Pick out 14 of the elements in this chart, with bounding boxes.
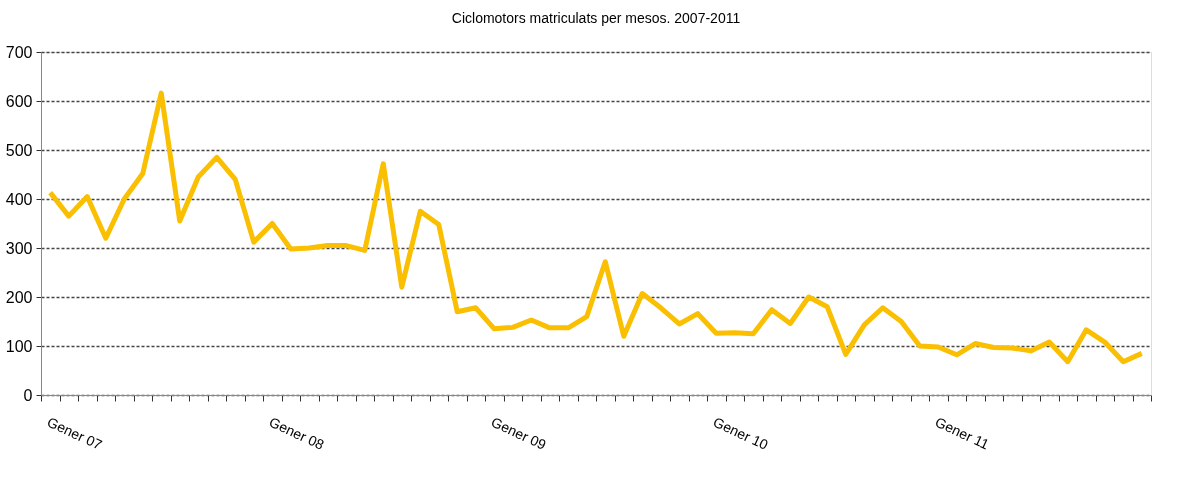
- x-tick-label: Gener 11: [932, 413, 992, 453]
- y-tick-label: 0: [23, 386, 33, 404]
- x-tick-label: Gener 09: [488, 413, 549, 453]
- x-tick-label: Gener 08: [266, 413, 327, 453]
- x-tick-label: Gener 10: [710, 413, 771, 453]
- y-tick-label: 500: [5, 141, 33, 159]
- y-tick-label: 300: [5, 239, 33, 257]
- y-tick-label: 600: [5, 92, 33, 110]
- y-tick-label: 400: [5, 190, 33, 208]
- x-tick-label: Gener 07: [44, 413, 105, 453]
- chart-title: Ciclomotors matriculats per mesos. 2007-2011: [451, 10, 741, 26]
- y-tick-label: 700: [5, 43, 33, 61]
- y-tick-label: 100: [5, 337, 33, 355]
- y-tick-label: 200: [5, 288, 33, 306]
